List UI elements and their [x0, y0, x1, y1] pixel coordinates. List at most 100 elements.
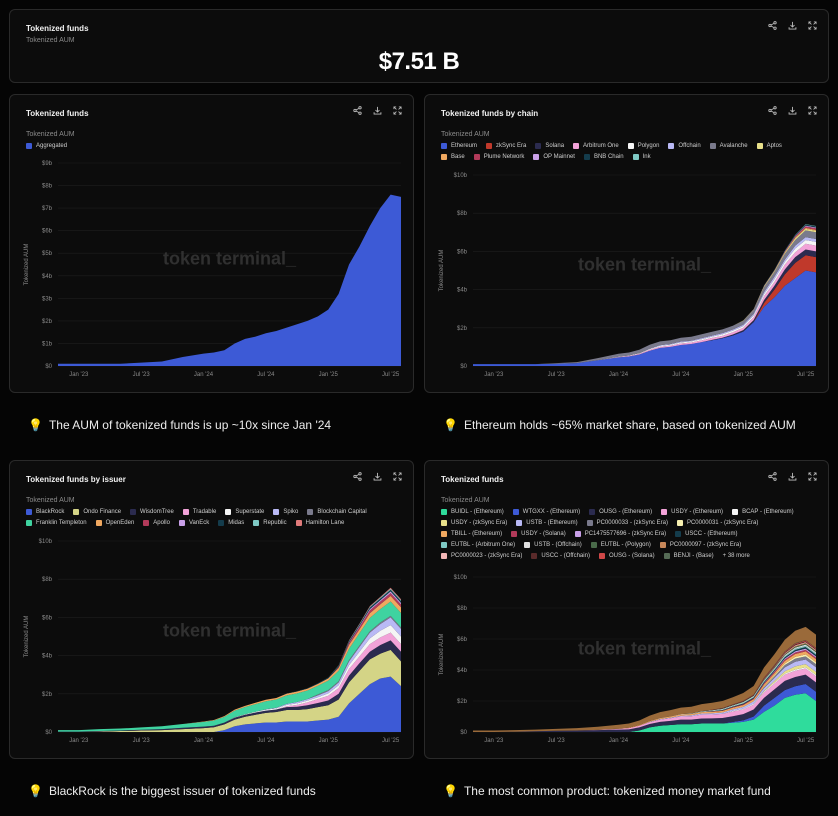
- legend-item[interactable]: Arbitrum One: [573, 143, 619, 149]
- y-tick-label: $2b: [457, 699, 468, 705]
- expand-icon[interactable]: [392, 105, 403, 116]
- legend-item[interactable]: WTGXX - (Ethereum): [512, 509, 580, 515]
- area-series-1[interactable]: [58, 676, 401, 732]
- download-icon[interactable]: [787, 471, 798, 482]
- area-series-4[interactable]: [473, 243, 816, 365]
- download-icon[interactable]: [372, 471, 383, 482]
- legend-item[interactable]: TBILL - (Ethereum): [441, 531, 502, 537]
- legend-item[interactable]: USDY - (Ethereum): [661, 509, 723, 515]
- legend-item[interactable]: BENJI - (Base): [663, 553, 714, 559]
- legend-item[interactable]: USCC - (Ethereum): [675, 531, 737, 537]
- insight-ethereum-share: 💡 Ethereum holds ~65% market share, base…: [443, 418, 796, 432]
- legend-label: Solana: [545, 143, 565, 149]
- y-tick-label: $2b: [42, 692, 53, 698]
- legend-swatch: [441, 154, 447, 160]
- area-series-1[interactable]: [58, 194, 401, 366]
- legend-item[interactable]: Ondo Finance: [73, 509, 121, 515]
- legend-label: PC0000097 - (zkSync Era): [669, 542, 742, 548]
- share-icon[interactable]: [352, 105, 363, 116]
- legend-item[interactable]: USTB - (Ethereum): [516, 520, 578, 526]
- legend-item[interactable]: Solana: [535, 143, 564, 149]
- share-icon[interactable]: [767, 20, 778, 31]
- legend-item[interactable]: BlackRock: [26, 509, 64, 515]
- legend-item[interactable]: Republic: [253, 520, 287, 526]
- legend-label: USDY - (Solana): [521, 531, 566, 537]
- area-series-1[interactable]: [473, 270, 816, 367]
- legend-item[interactable]: PC1475577696 - (zkSync Era): [574, 531, 666, 537]
- area-series-5[interactable]: [473, 239, 816, 365]
- lightbulb-icon: 💡: [28, 784, 43, 798]
- legend-item[interactable]: EUTBL - (Polygon): [590, 542, 651, 548]
- legend-item[interactable]: Aptos: [756, 143, 782, 149]
- legend-item[interactable]: USTB - (Offchain): [524, 542, 582, 548]
- expand-icon[interactable]: [807, 105, 818, 116]
- legend-item[interactable]: OUSG - (Ethereum): [589, 509, 652, 515]
- legend-item[interactable]: WisdomTree: [130, 509, 174, 515]
- legend-label: BUIDL - (Ethereum): [451, 509, 504, 515]
- share-icon[interactable]: [767, 105, 778, 116]
- download-icon[interactable]: [787, 105, 798, 116]
- area-series-3[interactable]: [473, 249, 816, 365]
- legend-item[interactable]: PC0000097 - (zkSync Era): [659, 542, 742, 548]
- area-series-3[interactable]: [473, 674, 816, 732]
- share-icon[interactable]: [767, 471, 778, 482]
- expand-icon[interactable]: [807, 471, 818, 482]
- legend-item[interactable]: Franklin Templeton: [26, 520, 87, 526]
- legend-label: OUSG - (Ethereum): [599, 509, 653, 515]
- legend-swatch: [273, 509, 280, 515]
- legend-item[interactable]: USDY - (Solana): [511, 531, 566, 537]
- y-tick-label: $2b: [42, 319, 53, 325]
- legend-item[interactable]: Ink: [632, 154, 651, 160]
- legend-item[interactable]: Offchain: [668, 143, 701, 149]
- area-series-4[interactable]: [473, 668, 816, 732]
- legend-item[interactable]: PC0000033 - (zkSync Era): [586, 520, 668, 526]
- legend-item[interactable]: zkSync Era: [486, 143, 526, 149]
- legend-item[interactable]: Polygon: [627, 143, 659, 149]
- legend-item[interactable]: Apollo: [143, 520, 170, 526]
- legend-item[interactable]: BNB Chain: [583, 154, 624, 160]
- legend-item[interactable]: OUSG - (Solana): [598, 553, 655, 559]
- legend-item[interactable]: Avalanche: [709, 143, 748, 149]
- legend-item[interactable]: Base: [441, 154, 465, 160]
- legend-label: EUTBL - (Arbitrum One): [451, 542, 516, 548]
- legend-swatch: [589, 509, 596, 515]
- legend-item[interactable]: Blockchain Capital: [307, 509, 367, 515]
- legend-label: Republic: [263, 520, 287, 526]
- legend-item[interactable]: Hamilton Lane: [295, 520, 345, 526]
- legend-item[interactable]: Superstate: [225, 509, 264, 515]
- legend-item[interactable]: OpenEden: [95, 520, 134, 526]
- x-tick-label: Jan '24: [194, 738, 214, 744]
- legend-item[interactable]: Plume Network: [473, 154, 524, 160]
- download-icon[interactable]: [372, 105, 383, 116]
- legend-item[interactable]: Midas: [218, 520, 244, 526]
- legend-label: Hamilton Lane: [305, 520, 345, 526]
- legend-item[interactable]: USDY - (zkSync Era): [441, 520, 507, 526]
- legend-item[interactable]: Ethereum: [441, 143, 477, 149]
- chart-svg: $0 $2b $4b $6b $8b $10b Jan '23 Jul '23 Jan '24 J…: [439, 575, 816, 744]
- legend-item[interactable]: PC0000031 - (zkSync Era): [676, 520, 758, 526]
- expand-icon[interactable]: [392, 471, 403, 482]
- legend-item[interactable]: Tradable: [182, 509, 216, 515]
- legend-swatch: [668, 143, 675, 149]
- legend-item[interactable]: VanEck: [178, 520, 209, 526]
- legend-item[interactable]: PC0000023 - (zkSync Era): [441, 553, 522, 559]
- legend-label: Offchain: [678, 143, 701, 149]
- area-series-2[interactable]: [58, 649, 401, 732]
- share-icon[interactable]: [352, 471, 363, 482]
- legend-item[interactable]: Spiko: [273, 509, 298, 515]
- legend-item[interactable]: BCAP - (Ethereum): [732, 509, 794, 515]
- card-actions: [352, 471, 403, 482]
- legend-item[interactable]: USCC - (Offchain): [531, 553, 590, 559]
- download-icon[interactable]: [787, 20, 798, 31]
- legend-swatch: [95, 520, 102, 526]
- legend-item[interactable]: Aggregated: [26, 143, 67, 149]
- legend-label: Arbitrum One: [583, 143, 619, 149]
- legend-item[interactable]: EUTBL - (Arbitrum One): [441, 542, 515, 548]
- expand-icon[interactable]: [807, 20, 818, 31]
- legend-item[interactable]: OP Mainnet: [533, 154, 575, 160]
- insight-text: The most common product: tokenized money…: [463, 784, 771, 798]
- legend-item[interactable]: BUIDL - (Ethereum): [441, 509, 504, 515]
- chart-title: Tokenized funds by issuer: [26, 475, 126, 484]
- legend-more[interactable]: + 38 more: [722, 553, 750, 559]
- area-series-1[interactable]: [473, 693, 816, 732]
